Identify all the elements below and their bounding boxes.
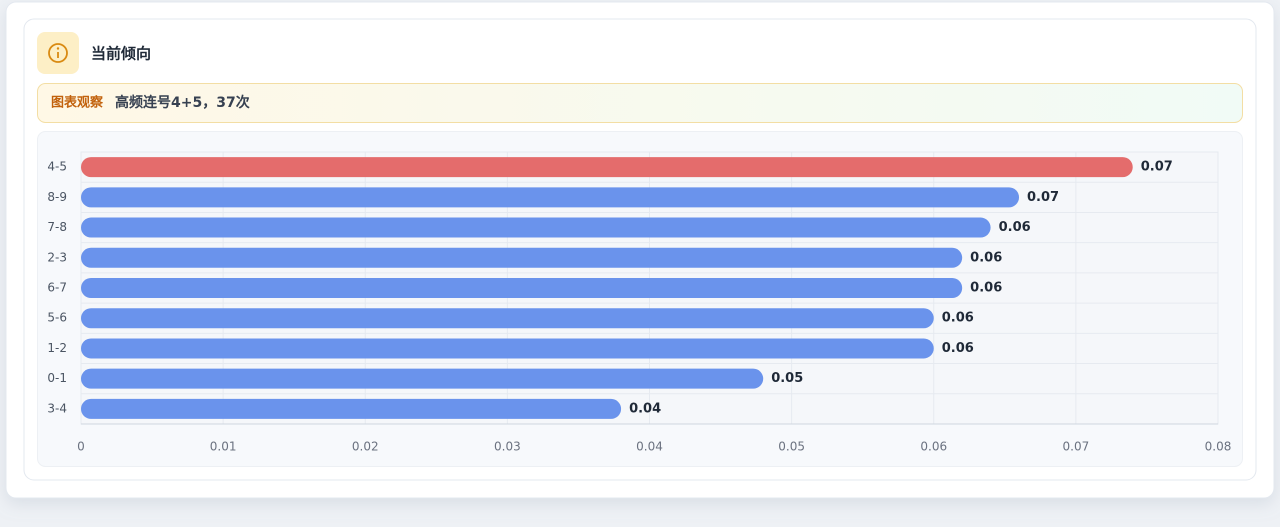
x-tick-label: 0.06 [920,440,947,454]
y-tick-label: 4-5 [47,160,67,174]
y-tick-label: 8-9 [47,190,67,204]
value-label: 0.07 [1027,190,1059,205]
y-tick-label: 6-7 [47,281,67,295]
value-label: 0.07 [1141,160,1173,175]
bar [81,187,1020,208]
bar [81,157,1133,178]
x-tick-label: 0 [77,440,85,454]
x-tick-label: 0.05 [778,440,805,454]
bar [81,278,963,298]
info-icon [48,43,68,63]
bar [81,398,622,419]
bar [81,247,963,268]
observation-label: 图表观察 [51,95,104,111]
bar [81,338,934,359]
x-tick-label: 0.04 [636,440,663,454]
value-label: 0.06 [942,311,974,326]
observation-text: 高频连号4+5，37次 [115,94,250,111]
x-tick-label: 0.03 [494,440,521,454]
observation-bar [37,83,1243,123]
card-title: 当前倾向 [91,45,151,63]
y-tick-label: 5-6 [47,311,67,325]
bar [81,308,934,329]
value-label: 0.06 [942,341,974,356]
x-tick-label: 0.02 [352,440,379,454]
x-tick-label: 0.08 [1205,440,1232,454]
value-label: 0.06 [970,281,1002,296]
value-label: 0.04 [629,401,661,416]
y-tick-label: 7-8 [47,220,67,234]
y-tick-label: 2-3 [47,250,67,264]
x-tick-label: 0.07 [1063,440,1090,454]
y-tick-label: 1-2 [47,341,67,355]
chart: 0 0.01 0.02 0.03 0.04 0.05 0.06 0.07 0.08 4-5 0.07… [47,151,1232,454]
y-tick-label: 3-4 [47,401,67,415]
bar [81,368,764,389]
value-label: 0.05 [771,371,803,386]
bar [81,217,991,238]
value-label: 0.06 [999,220,1031,235]
y-tick-label: 0-1 [47,371,67,385]
x-tick-label: 0.01 [210,440,237,454]
value-label: 0.06 [970,250,1002,265]
info-icon-dot [56,47,60,50]
